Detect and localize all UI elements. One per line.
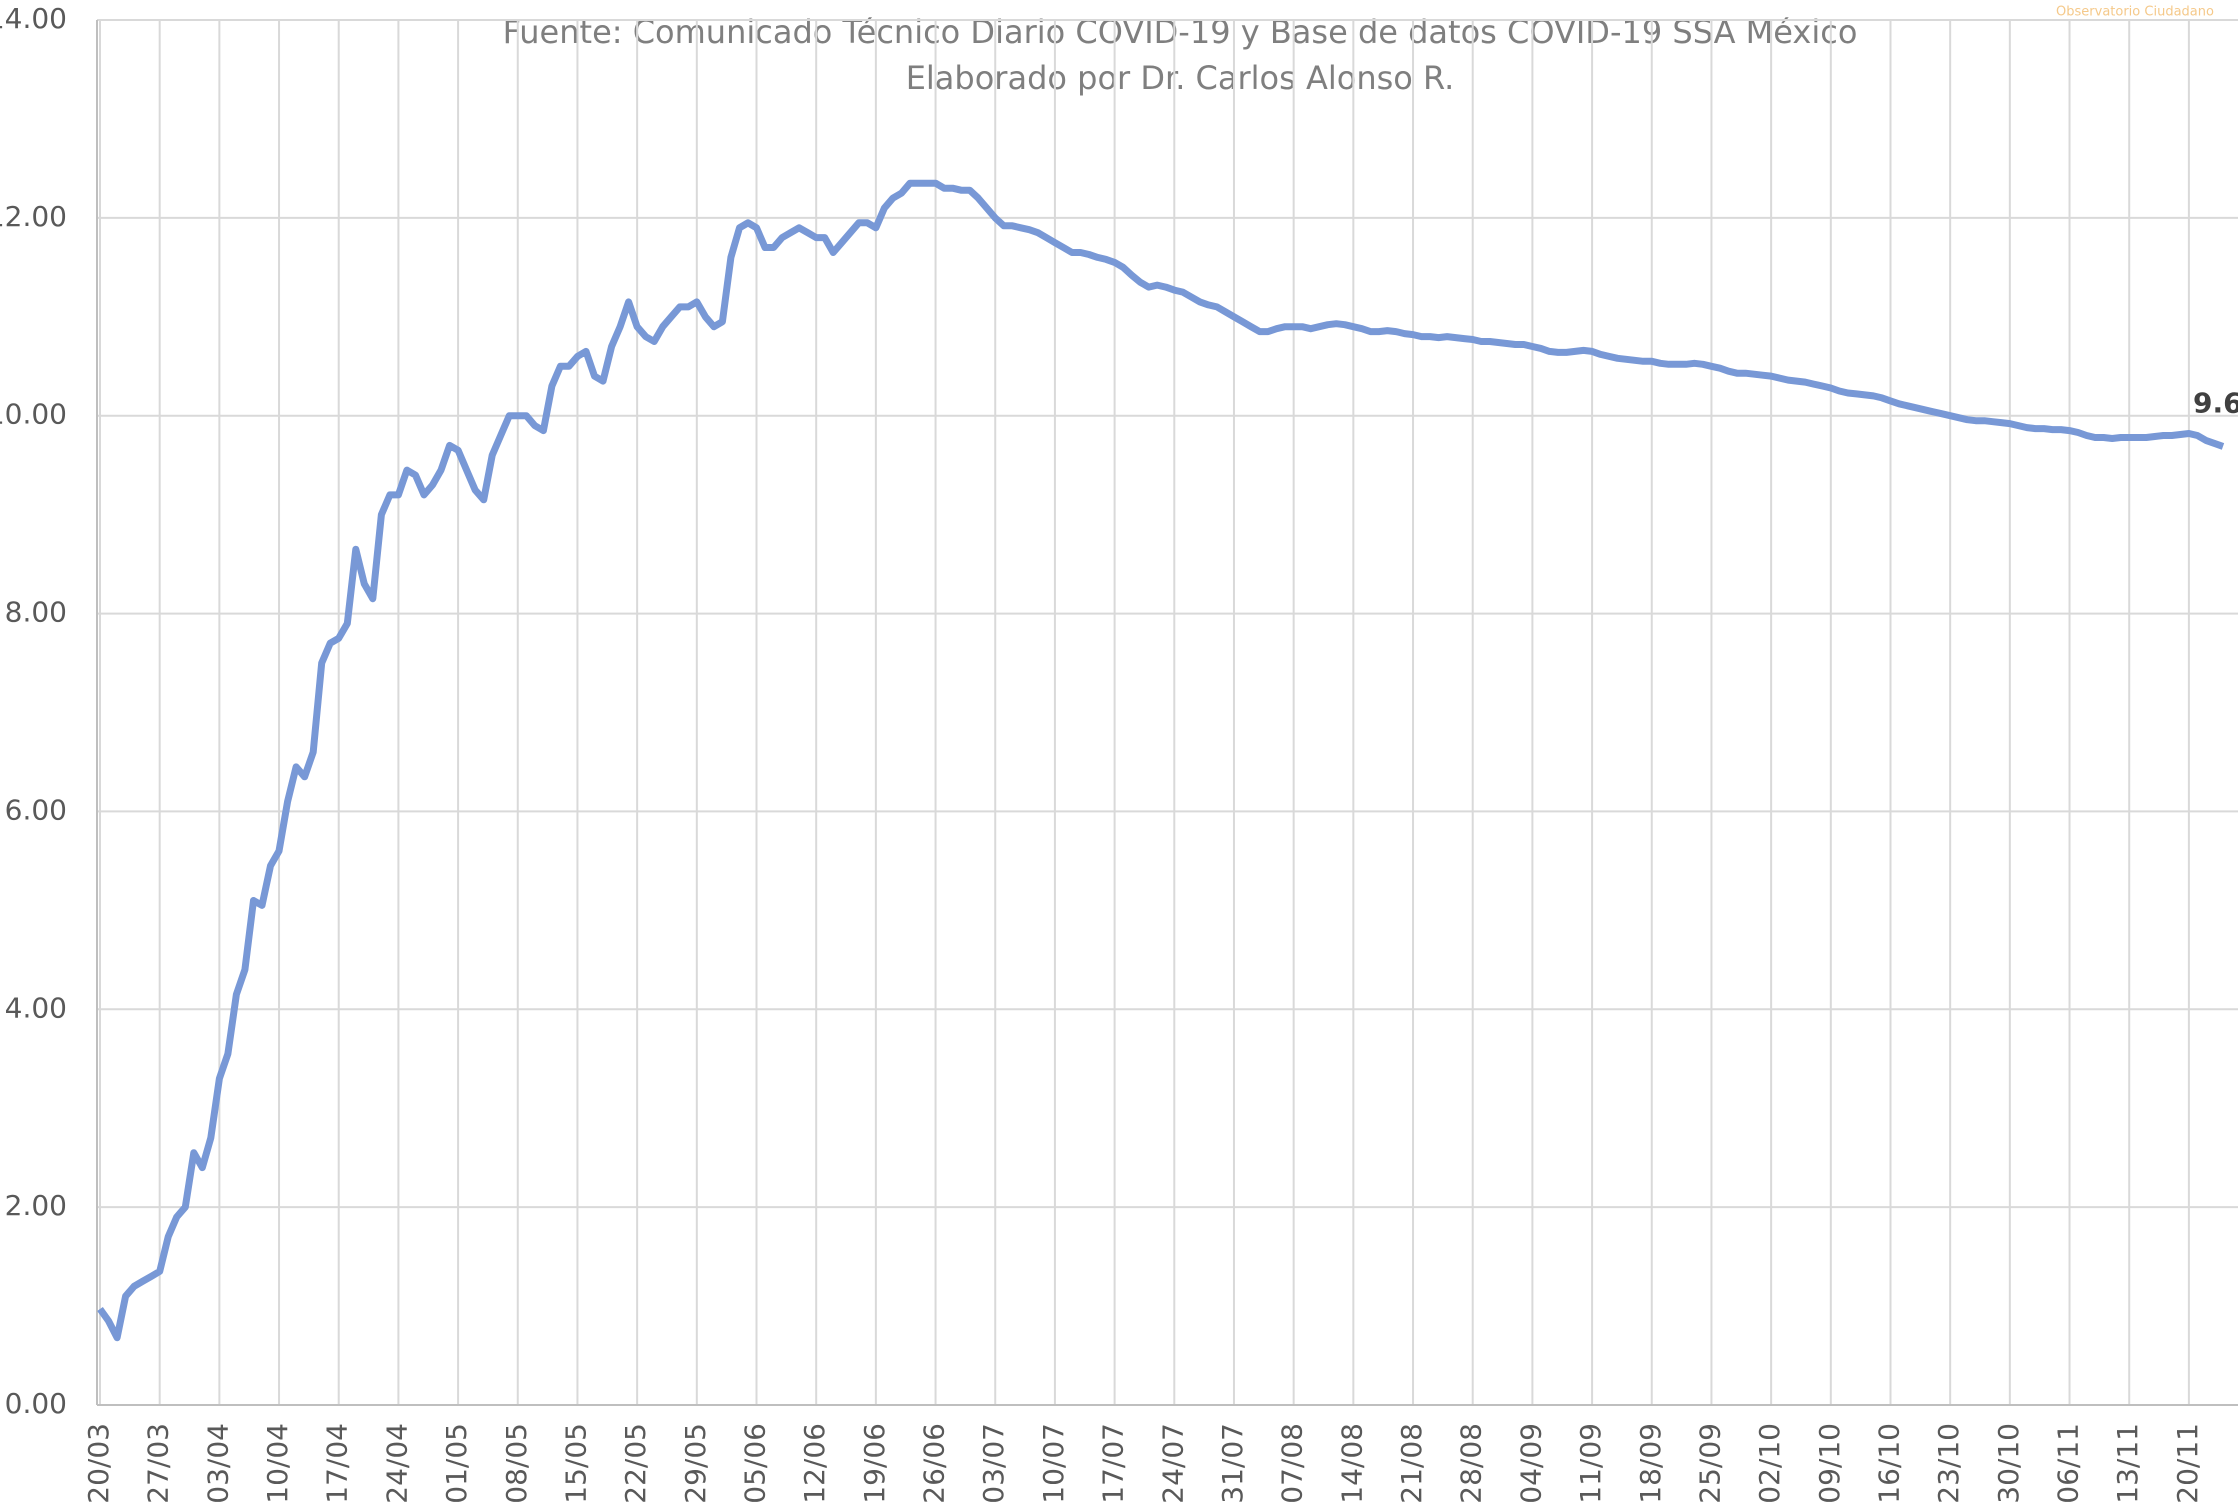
y-tick-label: 0.00 — [5, 1387, 67, 1420]
y-tick-label: 10.00 — [0, 398, 67, 431]
data-line — [97, 179, 2225, 1342]
x-tick-label: 15/05 — [559, 1423, 592, 1504]
x-tick-label: 25/09 — [1693, 1423, 1726, 1504]
x-tick-label: 27/03 — [142, 1423, 175, 1504]
x-tick-label: 17/07 — [1097, 1423, 1130, 1504]
x-tick-label: 10/04 — [261, 1423, 294, 1504]
data-label: 9.69 — [2193, 386, 2238, 419]
x-tick-label: 03/04 — [201, 1423, 234, 1504]
x-tick-label: 22/05 — [619, 1423, 652, 1504]
y-tick-label: 2.00 — [5, 1189, 67, 1222]
x-tick-label: 20/03 — [82, 1423, 115, 1504]
x-tick-label: 08/05 — [500, 1423, 533, 1504]
y-tick-label: 14.00 — [0, 2, 67, 35]
y-tick-label: 4.00 — [5, 991, 67, 1024]
x-tick-label: 18/09 — [1634, 1423, 1667, 1504]
x-tick-label: 23/10 — [1932, 1423, 1965, 1504]
x-tick-label: 24/04 — [380, 1423, 413, 1504]
x-tick-label: 21/08 — [1395, 1423, 1428, 1504]
watermark: Observatorio Ciudadano — [2056, 5, 2214, 20]
x-tick-label: 05/06 — [739, 1423, 772, 1504]
x-tick-label: 09/10 — [1813, 1423, 1846, 1504]
x-tick-label: 29/05 — [679, 1423, 712, 1504]
x-tick-label: 06/11 — [2052, 1423, 2085, 1504]
x-tick-label: 31/07 — [1216, 1423, 1249, 1504]
x-tick-label: 02/10 — [1753, 1423, 1786, 1504]
x-tick-label: 17/04 — [321, 1423, 354, 1504]
x-tick-label: 20/11 — [2171, 1423, 2204, 1504]
x-tick-label: 04/09 — [1514, 1423, 1547, 1504]
x-tick-label: 28/08 — [1455, 1423, 1488, 1504]
x-tick-label: 07/08 — [1276, 1423, 1309, 1504]
x-tick-label: 14/08 — [1335, 1423, 1368, 1504]
chart-subtitle: Fuente: Comunicado Técnico Diario COVID-… — [503, 13, 1858, 51]
y-tick-label: 8.00 — [5, 596, 67, 629]
y-tick-label: 6.00 — [5, 793, 67, 826]
x-tick-label: 12/06 — [798, 1423, 831, 1504]
x-tick-label: 16/10 — [1872, 1423, 1905, 1504]
x-tick-label: 30/10 — [1992, 1423, 2025, 1504]
x-tick-label: 11/09 — [1574, 1423, 1607, 1504]
x-tick-label: 03/07 — [977, 1423, 1010, 1504]
x-tick-label: 26/06 — [918, 1423, 951, 1504]
y-tick-label: 12.00 — [0, 200, 67, 233]
chart-subtitle: Elaborado por Dr. Carlos Alonso R. — [906, 59, 1455, 97]
x-tick-label: 10/07 — [1037, 1423, 1070, 1504]
x-tick-label: 24/07 — [1156, 1423, 1189, 1504]
x-tick-label: 13/11 — [2111, 1423, 2144, 1504]
x-tick-label: 01/05 — [440, 1423, 473, 1504]
x-tick-label: 19/06 — [858, 1423, 891, 1504]
